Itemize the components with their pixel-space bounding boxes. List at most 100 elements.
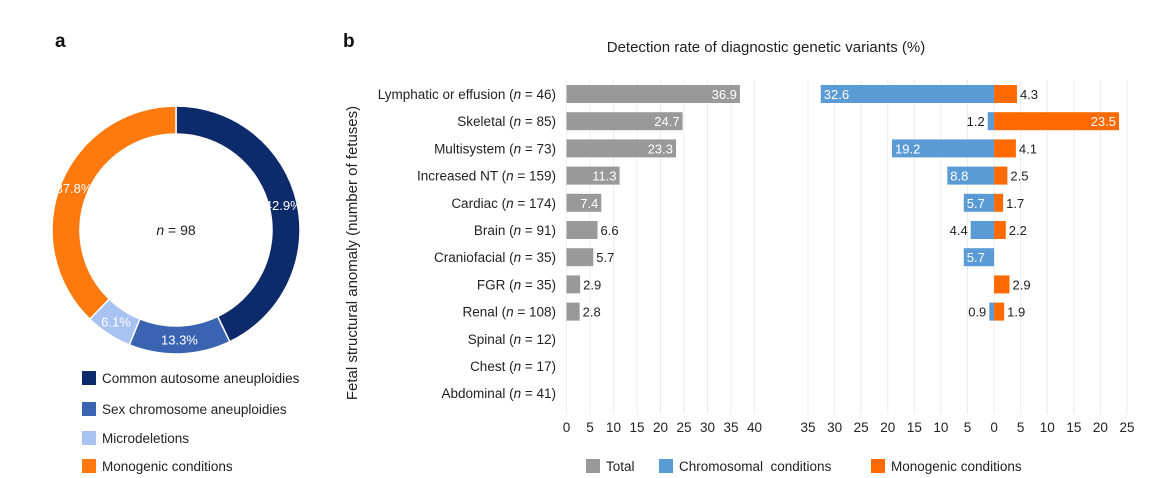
total-bar-8 (566, 302, 580, 321)
total-tick-label: 35 (723, 420, 738, 435)
donut-slice-label-2: 6.1% (101, 315, 131, 330)
split-tick-label: 5 (964, 420, 972, 435)
category-label-6: Craniofacial (n = 35) (434, 250, 556, 265)
donut-legend: Common autosome aneuploidies Sex chromoso… (82, 371, 300, 474)
category-name: Chest ( (470, 359, 514, 374)
monogenic-bar-7 (994, 275, 1010, 294)
total-tick-label: 0 (563, 420, 571, 435)
category-n-symbol: n (514, 141, 522, 156)
donut-center-count: = 98 (164, 222, 196, 238)
monogenic-bar-3 (994, 166, 1008, 185)
category-name: FGR ( (477, 277, 514, 292)
chromosomal-bar-1 (987, 112, 995, 131)
split-tick-label: 25 (854, 420, 869, 435)
split-chart-grid (807, 80, 1128, 414)
bar-legend-label-0: Total (606, 459, 635, 474)
total-bar-7 (566, 275, 581, 294)
split-tick-label: 20 (880, 420, 895, 435)
total-bar-label-0: 36.9 (712, 87, 737, 102)
donut-legend-label-0: Common autosome aneuploidies (102, 371, 300, 386)
donut-legend-swatch-0 (82, 371, 96, 385)
split-tick-label: 30 (827, 420, 842, 435)
category-name: Spinal ( (468, 332, 514, 347)
monogenic-bar-label-8: 1.9 (1007, 305, 1025, 320)
bar-legend-label-1: Chromosomal conditions (679, 459, 832, 474)
monogenic-bar-5 (994, 221, 1006, 239)
split-tick-label: 10 (933, 420, 948, 435)
category-label-3: Increased NT (n = 159) (417, 169, 556, 184)
bar-legend-swatch-1 (659, 459, 673, 473)
monogenic-bar-label-0: 4.3 (1020, 87, 1038, 102)
chromosomal-bar-6 (963, 248, 995, 267)
category-n-symbol: n (514, 332, 522, 347)
category-name: Cardiac ( (451, 196, 506, 211)
total-tick-label: 10 (606, 420, 621, 435)
monogenic-bar-1 (994, 112, 1120, 131)
total-bar-5 (566, 221, 598, 239)
total-bar-0 (566, 85, 740, 103)
category-count: = 12) (521, 332, 556, 347)
category-n-symbol: n (514, 223, 522, 238)
split-tick-label: 20 (1093, 420, 1108, 435)
category-label-5: Brain (n = 91) (474, 223, 556, 238)
total-bar-label-5: 6.6 (601, 223, 619, 238)
category-n-symbol: n (514, 250, 522, 265)
total-bar-label-8: 2.8 (583, 305, 601, 320)
split-axis-ticks: 35 30 25 20 15 10 5 0 5 10 15 20 25 (800, 420, 1134, 435)
category-labels: Lymphatic or effusion (n = 46) Skeletal (… (378, 87, 556, 401)
total-bar-6 (566, 248, 594, 267)
category-name: Skeletal ( (457, 114, 514, 129)
total-bar-4 (566, 193, 602, 212)
monogenic-bar-label-4: 1.7 (1006, 196, 1024, 211)
category-count: = 17) (521, 359, 556, 374)
donut-slice-label-0: 42.9% (265, 198, 302, 213)
category-label-0: Lymphatic or effusion (n = 46) (378, 87, 556, 102)
category-label-7: FGR (n = 35) (477, 277, 556, 292)
bar-legend: Total Chromosomal conditions Monogenic con… (586, 459, 1022, 474)
category-label-2: Multisystem (n = 73) (434, 141, 556, 156)
category-name: Brain ( (474, 223, 514, 238)
total-bar-1 (566, 112, 683, 131)
category-label-10: Chest (n = 17) (470, 359, 556, 374)
chromosomal-bar-4 (963, 193, 995, 212)
total-chart-grid (566, 80, 755, 414)
category-count: = 85) (521, 114, 556, 129)
category-count: = 46) (521, 87, 556, 102)
chromosomal-bar-label-0: 32.6 (824, 87, 849, 102)
category-name: Increased NT ( (417, 169, 507, 184)
monogenic-bar-8 (994, 302, 1005, 321)
donut-legend-label-1: Sex chromosome aneuploidies (102, 402, 287, 417)
category-n-symbol: n (514, 277, 522, 292)
monogenic-bar-label-3: 2.5 (1010, 169, 1028, 184)
total-tick-label: 30 (700, 420, 715, 435)
monogenic-bar-label-7: 2.9 (1013, 277, 1031, 292)
total-bar-3 (566, 166, 620, 185)
monogenic-bar-0 (994, 85, 1017, 103)
chromosomal-bar-3 (947, 166, 995, 185)
monogenic-bar-label-2: 4.1 (1019, 141, 1037, 156)
split-tick-label: 5 (1017, 420, 1025, 435)
chromosomal-bar-label-1: 1.2 (967, 114, 985, 129)
split-tick-label: 15 (1066, 420, 1081, 435)
bar-legend-swatch-2 (871, 459, 885, 473)
donut-slice-3 (51, 105, 177, 321)
total-bar-2 (566, 139, 677, 158)
category-label-4: Cardiac (n = 174) (451, 196, 556, 211)
category-label-1: Skeletal (n = 85) (457, 114, 556, 129)
donut-center-n: n (156, 222, 164, 238)
category-count: = 35) (521, 277, 556, 292)
chromosomal-bar-label-8: 0.9 (968, 305, 986, 320)
chromosomal-bar-2 (892, 139, 995, 158)
split-bars: 32.6 1.2 19.2 8.8 5.7 4.4 5.7 0.9 4.3 23.5 4.1 2.5 1… (820, 85, 1120, 321)
category-label-8: Renal (n = 108) (463, 305, 556, 320)
monogenic-bar-label-5: 2.2 (1009, 223, 1027, 238)
category-name: Abdominal ( (442, 386, 515, 401)
category-count: = 159) (514, 169, 556, 184)
chromosomal-bar-label-6: 5.7 (967, 250, 985, 265)
category-name: Craniofacial ( (434, 250, 514, 265)
split-tick-label: 15 (907, 420, 922, 435)
category-n-symbol: n (514, 114, 522, 129)
panel-b-label: b (343, 31, 355, 52)
donut-slice-label-3: 37.8% (56, 181, 93, 196)
monogenic-bar-label-1: 23.5 (1091, 114, 1116, 129)
